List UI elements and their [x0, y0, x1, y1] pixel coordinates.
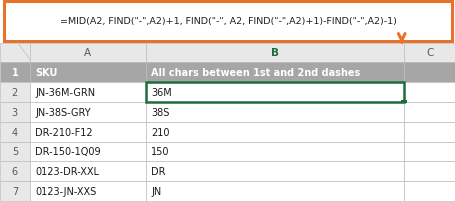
Bar: [403, 82, 455, 102]
Text: 1: 1: [11, 67, 18, 78]
Text: 210: 210: [151, 127, 170, 137]
Text: All chars between 1st and 2nd dashes: All chars between 1st and 2nd dashes: [151, 67, 360, 78]
Bar: [0, 122, 30, 142]
Bar: [0, 181, 30, 201]
Text: A: A: [84, 48, 91, 58]
Bar: [403, 43, 455, 63]
Text: DR: DR: [151, 166, 166, 177]
Bar: [403, 63, 455, 82]
Text: 36M: 36M: [151, 87, 172, 97]
Text: 7: 7: [12, 186, 18, 196]
Bar: [0, 102, 30, 122]
Text: JN-36M-GRN: JN-36M-GRN: [35, 87, 95, 97]
Bar: [146, 122, 403, 142]
Bar: [403, 142, 455, 162]
Bar: [146, 142, 403, 162]
Bar: [0, 63, 30, 82]
Text: 38S: 38S: [151, 107, 169, 117]
Bar: [146, 43, 403, 63]
Bar: [403, 102, 455, 122]
Bar: [30, 63, 146, 82]
Bar: [403, 181, 455, 201]
Text: 4: 4: [12, 127, 18, 137]
Bar: [4, 2, 451, 42]
Text: 5: 5: [12, 147, 18, 157]
Text: 3: 3: [12, 107, 18, 117]
Bar: [146, 102, 403, 122]
Bar: [0, 142, 30, 162]
Text: C: C: [425, 48, 433, 58]
Bar: [30, 162, 146, 181]
Bar: [30, 43, 146, 63]
Bar: [30, 181, 146, 201]
Bar: [30, 102, 146, 122]
Bar: [403, 122, 455, 142]
Bar: [146, 162, 403, 181]
Text: 150: 150: [151, 147, 170, 157]
Text: 0123-JN-XXS: 0123-JN-XXS: [35, 186, 96, 196]
Text: JN: JN: [151, 186, 161, 196]
Bar: [0, 82, 30, 102]
Bar: [146, 181, 403, 201]
Text: 2: 2: [12, 87, 18, 97]
Text: JN-38S-GRY: JN-38S-GRY: [35, 107, 91, 117]
Bar: [146, 82, 403, 102]
Bar: [0, 43, 30, 63]
Text: =MID(A2, FIND("-",A2)+1, FIND("-", A2, FIND("-",A2)+1)-FIND("-",A2)-1): =MID(A2, FIND("-",A2)+1, FIND("-", A2, F…: [60, 17, 395, 26]
Text: B: B: [270, 48, 278, 58]
Bar: [400, 101, 406, 103]
Bar: [30, 122, 146, 142]
Bar: [146, 82, 403, 102]
Text: SKU: SKU: [35, 67, 57, 78]
Bar: [30, 142, 146, 162]
Text: DR-150-1Q09: DR-150-1Q09: [35, 147, 101, 157]
Bar: [146, 63, 403, 82]
Text: DR-210-F12: DR-210-F12: [35, 127, 92, 137]
Text: 6: 6: [12, 166, 18, 177]
Bar: [403, 162, 455, 181]
Bar: [30, 82, 146, 102]
Text: 0123-DR-XXL: 0123-DR-XXL: [35, 166, 99, 177]
Bar: [0, 162, 30, 181]
